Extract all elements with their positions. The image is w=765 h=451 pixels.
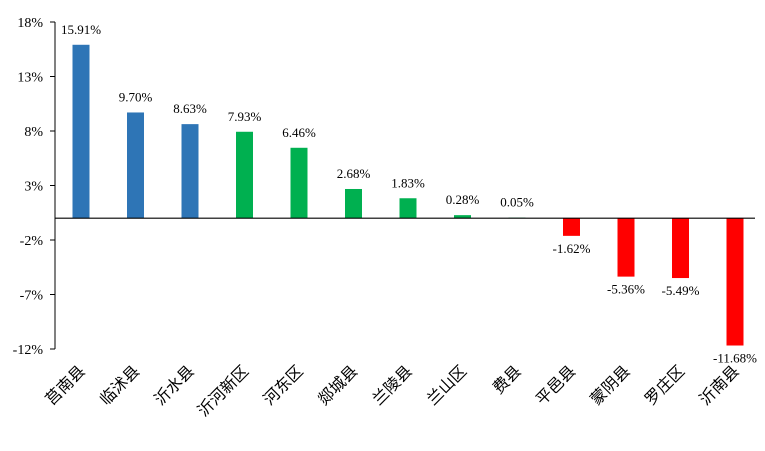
bar-1 — [72, 44, 90, 219]
bar-7 — [399, 198, 417, 219]
data-label: -11.68% — [713, 351, 757, 366]
category-label: 蒙阴县 — [586, 361, 633, 408]
data-label: 0.05% — [500, 195, 534, 210]
bar-11 — [617, 218, 635, 277]
bar-2 — [127, 112, 144, 219]
bar-4 — [236, 131, 253, 219]
data-labels: 15.91% 9.70% 8.63% 7.93% 6.46% 2.68% 1.83% 0.28… — [61, 22, 757, 366]
y-tick-label: -12% — [13, 343, 44, 358]
y-tick-label: 18% — [17, 16, 43, 31]
category-label: 罗庄区 — [641, 361, 688, 408]
category-label: 费县 — [489, 361, 525, 397]
category-label: 沂水县 — [150, 361, 197, 408]
category-label: 临沭县 — [96, 361, 143, 408]
category-label: 河东区 — [259, 361, 306, 408]
bar-6 — [345, 188, 362, 219]
data-label: 0.28% — [446, 192, 480, 207]
bars — [72, 44, 744, 346]
category-label: 郯城县 — [314, 361, 361, 408]
y-tick-label: 3% — [24, 180, 43, 195]
data-label: -5.36% — [607, 282, 645, 297]
category-label: 兰山区 — [423, 361, 470, 408]
y-axis: 18% 13% 8% 3% -2% -7% -12% — [13, 16, 56, 358]
bar-12 — [672, 218, 689, 279]
category-label: 莒南县 — [41, 361, 88, 408]
data-label: 8.63% — [173, 101, 207, 116]
category-label: 沂河新区 — [194, 361, 253, 420]
y-tick-label: 8% — [24, 125, 43, 140]
data-label: 9.70% — [119, 89, 153, 104]
data-label: -5.49% — [662, 283, 700, 298]
bar-10 — [563, 218, 580, 236]
data-label: 2.68% — [337, 166, 371, 181]
y-tick-label: -7% — [20, 289, 44, 304]
data-label: -1.62% — [553, 241, 591, 256]
y-tick-label: 13% — [17, 71, 43, 86]
data-label: 6.46% — [282, 125, 316, 140]
category-label: 平邑县 — [532, 361, 579, 408]
bar-8 — [454, 215, 471, 219]
data-label: 7.93% — [228, 109, 262, 124]
data-label: 1.83% — [391, 175, 425, 190]
y-tick-label: -2% — [20, 234, 44, 249]
category-label: 沂南县 — [695, 361, 742, 408]
data-label: 15.91% — [61, 22, 101, 37]
bar-5 — [290, 147, 308, 219]
bar-3 — [181, 124, 199, 219]
category-label: 兰陵县 — [368, 361, 415, 408]
bar-13 — [726, 218, 744, 346]
